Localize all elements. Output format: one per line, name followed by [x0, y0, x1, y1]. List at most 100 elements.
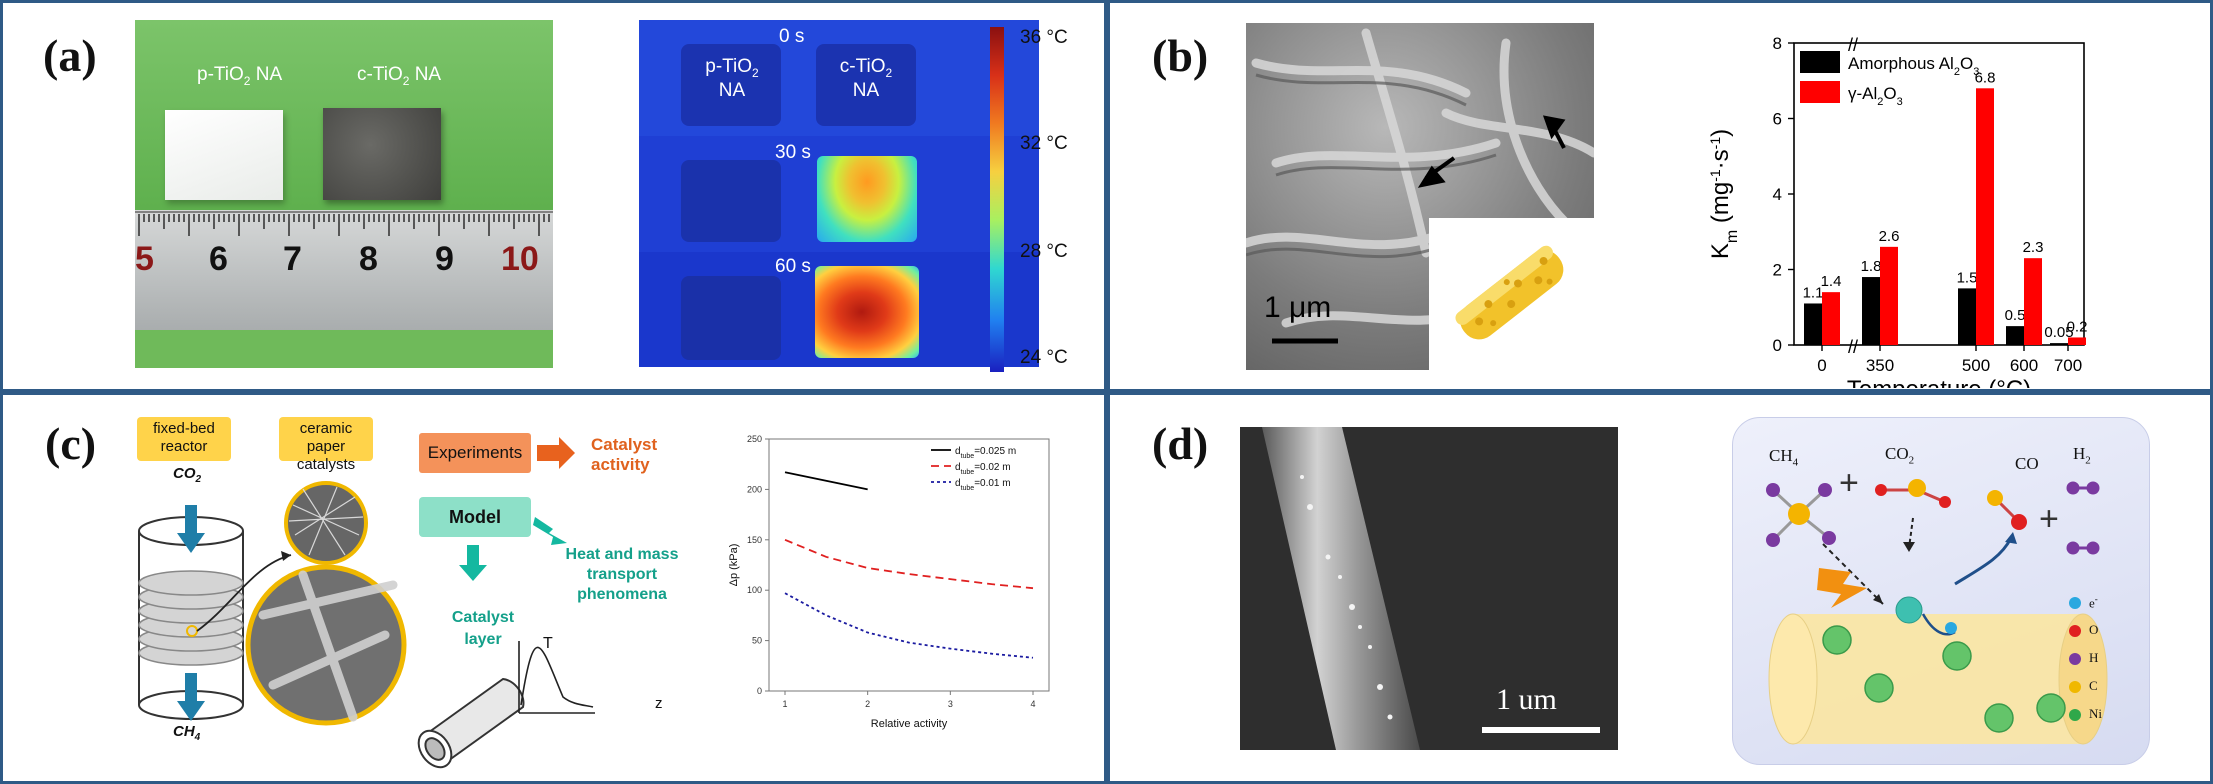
catalyst-activity-label: Catalyst activity: [591, 435, 658, 474]
co-label: CO: [2015, 454, 2039, 473]
model-label: Model: [449, 507, 501, 527]
sem-fibers: [1246, 28, 1594, 344]
co2-inlet: CO2: [173, 465, 202, 485]
h2-label: H2: [2073, 444, 2091, 467]
legend-carbon: C: [2089, 678, 2098, 693]
z-axis-label: z: [655, 695, 663, 712]
nanotube-render: [1455, 245, 1564, 340]
data-label: 1.4: [1821, 273, 1842, 290]
bar-gamma-0: [1822, 292, 1840, 345]
p-tio2-block: [165, 110, 283, 200]
bar-amorphous-500: [1958, 288, 1976, 345]
x-tick-label: 350: [1866, 356, 1894, 375]
data-label: 1.8: [1861, 258, 1882, 275]
ruler-num-9: 9: [435, 240, 454, 278]
experiments-box: [419, 433, 531, 473]
x-tick-label: 3: [948, 699, 953, 709]
data-label: 1.5: [1957, 269, 1978, 286]
data-label: 0.5: [2005, 307, 2026, 324]
colorbar-24: 24 °C: [1020, 347, 1068, 368]
time-30s: 30 s: [775, 142, 811, 163]
time-60s: 60 s: [775, 256, 811, 277]
series-line-0: [784, 471, 868, 491]
y-tick-label: 4: [1773, 185, 1782, 204]
ruler-num-8: 8: [359, 240, 378, 278]
c-tio2-block: [323, 108, 441, 200]
bar-gamma-600: [2024, 258, 2042, 345]
panel-label-d: (d): [1152, 418, 1209, 469]
catalyst-stack: [138, 570, 244, 666]
legend-hydrogen: H: [2089, 650, 2099, 665]
y-tick-label: 150: [747, 535, 762, 545]
panel-d: (d) 1 um: [1107, 392, 2213, 784]
sem-image-d: 1 um: [1240, 427, 1618, 750]
model-box: [419, 497, 531, 537]
colorbar-28: 28 °C: [1020, 241, 1068, 262]
bar-gamma-700: [2068, 337, 2086, 345]
x-tick-label: 2: [865, 699, 870, 709]
y-tick-label: 0: [757, 686, 762, 696]
y-tick-label: 200: [747, 484, 762, 494]
y-tick-label: 6: [1773, 110, 1782, 129]
thermal-label-p: p-TiO2 NA: [705, 56, 759, 101]
time-0s: 0 s: [779, 26, 805, 47]
bar-amorphous-0: [1804, 303, 1822, 345]
bar-amorphous-600: [2006, 326, 2024, 345]
x-axis-label: Temperature (°C): [1847, 376, 2031, 388]
data-label: 1.1: [1803, 284, 1824, 301]
plot-frame: [768, 438, 1050, 692]
data-label: 0.05: [2044, 324, 2073, 341]
legend-nickel: Ni: [2089, 706, 2102, 721]
sem-scalebar-b: 1 μm: [1264, 291, 1332, 324]
t-axis-label: T: [543, 635, 553, 652]
thermal-c-60s: [815, 266, 919, 358]
experiments-label: Experiments: [427, 443, 523, 462]
ch4-label: CH4: [1769, 446, 1799, 469]
co2-label: CO2: [1885, 444, 1915, 467]
x-tick-label: 600: [2010, 356, 2038, 375]
colorbar-32: 32 °C: [1020, 133, 1068, 154]
x-tick-label: 4: [1030, 699, 1035, 709]
axis-break-bottom: //: [1848, 337, 1858, 357]
y-tick-label: 0: [1773, 336, 1782, 355]
sample-photo: p-TiO2 NA c-TiO2 NA 5 6 7 8 9 10: [135, 20, 553, 368]
catalyst-layer-label: Catalyst layer: [451, 609, 515, 648]
data-label: 0.2: [2067, 318, 2088, 335]
model-schematic: [137, 417, 595, 769]
ceramic-zoom-small: [284, 481, 368, 565]
sem-scalebar-d: 1 um: [1496, 683, 1557, 716]
ruler-num-5: 5: [135, 240, 154, 278]
thermal-c-0s: [816, 44, 916, 126]
panel-c: (c): [0, 392, 1107, 784]
bar-gamma-500: [1976, 88, 1994, 346]
y-tick-label: 8: [1773, 34, 1782, 53]
nanotube-inset: [1429, 218, 1594, 370]
y-tick-label: 100: [747, 585, 762, 595]
y-tick-label: 50: [752, 636, 762, 646]
axis-break-top: //: [1848, 35, 1858, 55]
legend-electron: e-: [2089, 594, 2098, 611]
series-line-2: [784, 592, 1034, 659]
panel-label-b: (b): [1152, 30, 1209, 81]
panel-label-a: (a): [43, 30, 97, 81]
y-tick-label: 2: [1773, 261, 1782, 280]
thermal-image: p-TiO2 NA c-TiO2 NA 0 s 30 s 60 s: [639, 20, 1039, 367]
heat-mass-label: Heat and mass transport phenomena: [565, 546, 679, 603]
plus-1: +: [1839, 464, 1859, 502]
legend-label: dtube=0.02 m: [955, 462, 1011, 476]
co-molecule: [1987, 490, 2027, 530]
line-chart: 0 50 100 150 200 250 1 2 3 4 dtube=0.025 m dtube=0.…: [728, 434, 1050, 730]
bar-gamma-350: [1880, 246, 1898, 345]
thermal-p-0s: [681, 44, 781, 126]
x-tick-label: 700: [2054, 356, 2082, 375]
ruler: 5 6 7 8 9 10: [135, 210, 553, 330]
ch4-molecule: [1766, 483, 1836, 547]
legend-atoms: [2069, 597, 2081, 721]
h2-molecule: [2066, 481, 2100, 555]
flow-arrows: [177, 505, 205, 721]
co2-molecule: [1875, 479, 1951, 508]
legend-oxygen: O: [2089, 622, 2099, 637]
sem-fiber: [1262, 427, 1600, 750]
x-axis-label: Relative activity: [871, 718, 948, 730]
panel-a: (a) p-TiO2 NA c-TiO2 NA 5 6 7: [0, 0, 1107, 392]
